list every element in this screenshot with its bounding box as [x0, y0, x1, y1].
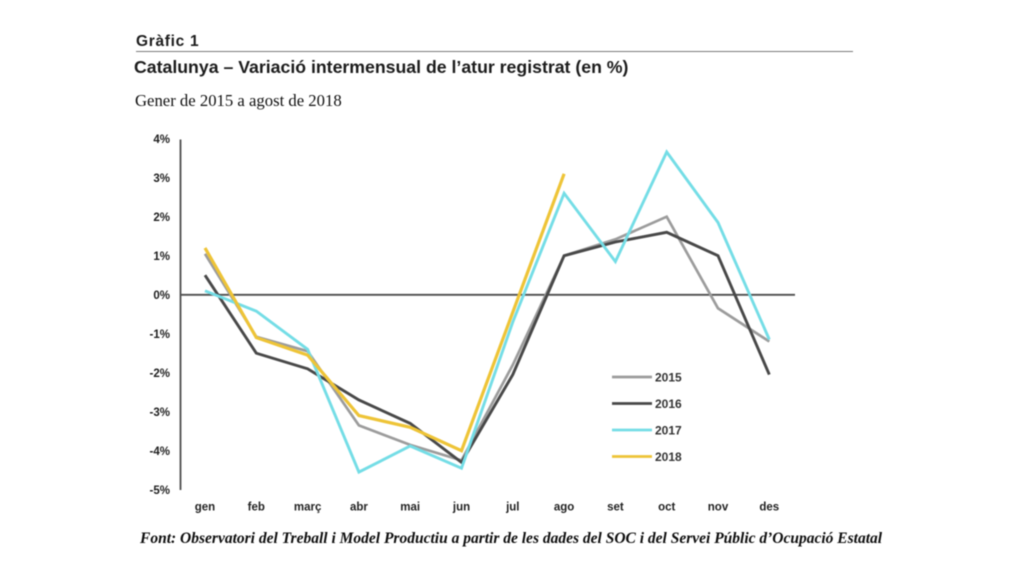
svg-text:0%: 0% — [153, 290, 170, 302]
svg-text:2016: 2016 — [655, 397, 682, 411]
svg-text:4%: 4% — [153, 134, 170, 146]
svg-text:-3%: -3% — [150, 407, 170, 419]
svg-text:jun: jun — [452, 502, 470, 514]
svg-text:abr: abr — [350, 502, 368, 514]
svg-text:des: des — [759, 502, 779, 514]
svg-text:-4%: -4% — [150, 446, 170, 458]
svg-text:3%: 3% — [153, 173, 170, 185]
svg-text:-2%: -2% — [150, 368, 170, 380]
svg-text:feb: feb — [248, 502, 265, 514]
svg-text:2%: 2% — [153, 212, 170, 224]
svg-text:set: set — [607, 502, 624, 514]
svg-text:nov: nov — [708, 502, 729, 514]
svg-text:jul: jul — [505, 502, 519, 514]
svg-text:2017: 2017 — [655, 424, 682, 438]
svg-text:oct: oct — [658, 502, 675, 514]
svg-text:març: març — [294, 502, 322, 514]
svg-text:mai: mai — [400, 502, 420, 514]
svg-text:2018: 2018 — [655, 450, 682, 464]
svg-text:-5%: -5% — [150, 485, 170, 497]
svg-text:2015: 2015 — [655, 371, 682, 385]
svg-text:gen: gen — [195, 502, 215, 514]
svg-text:1%: 1% — [153, 251, 170, 263]
svg-text:-1%: -1% — [150, 329, 170, 341]
svg-text:ago: ago — [554, 502, 574, 514]
